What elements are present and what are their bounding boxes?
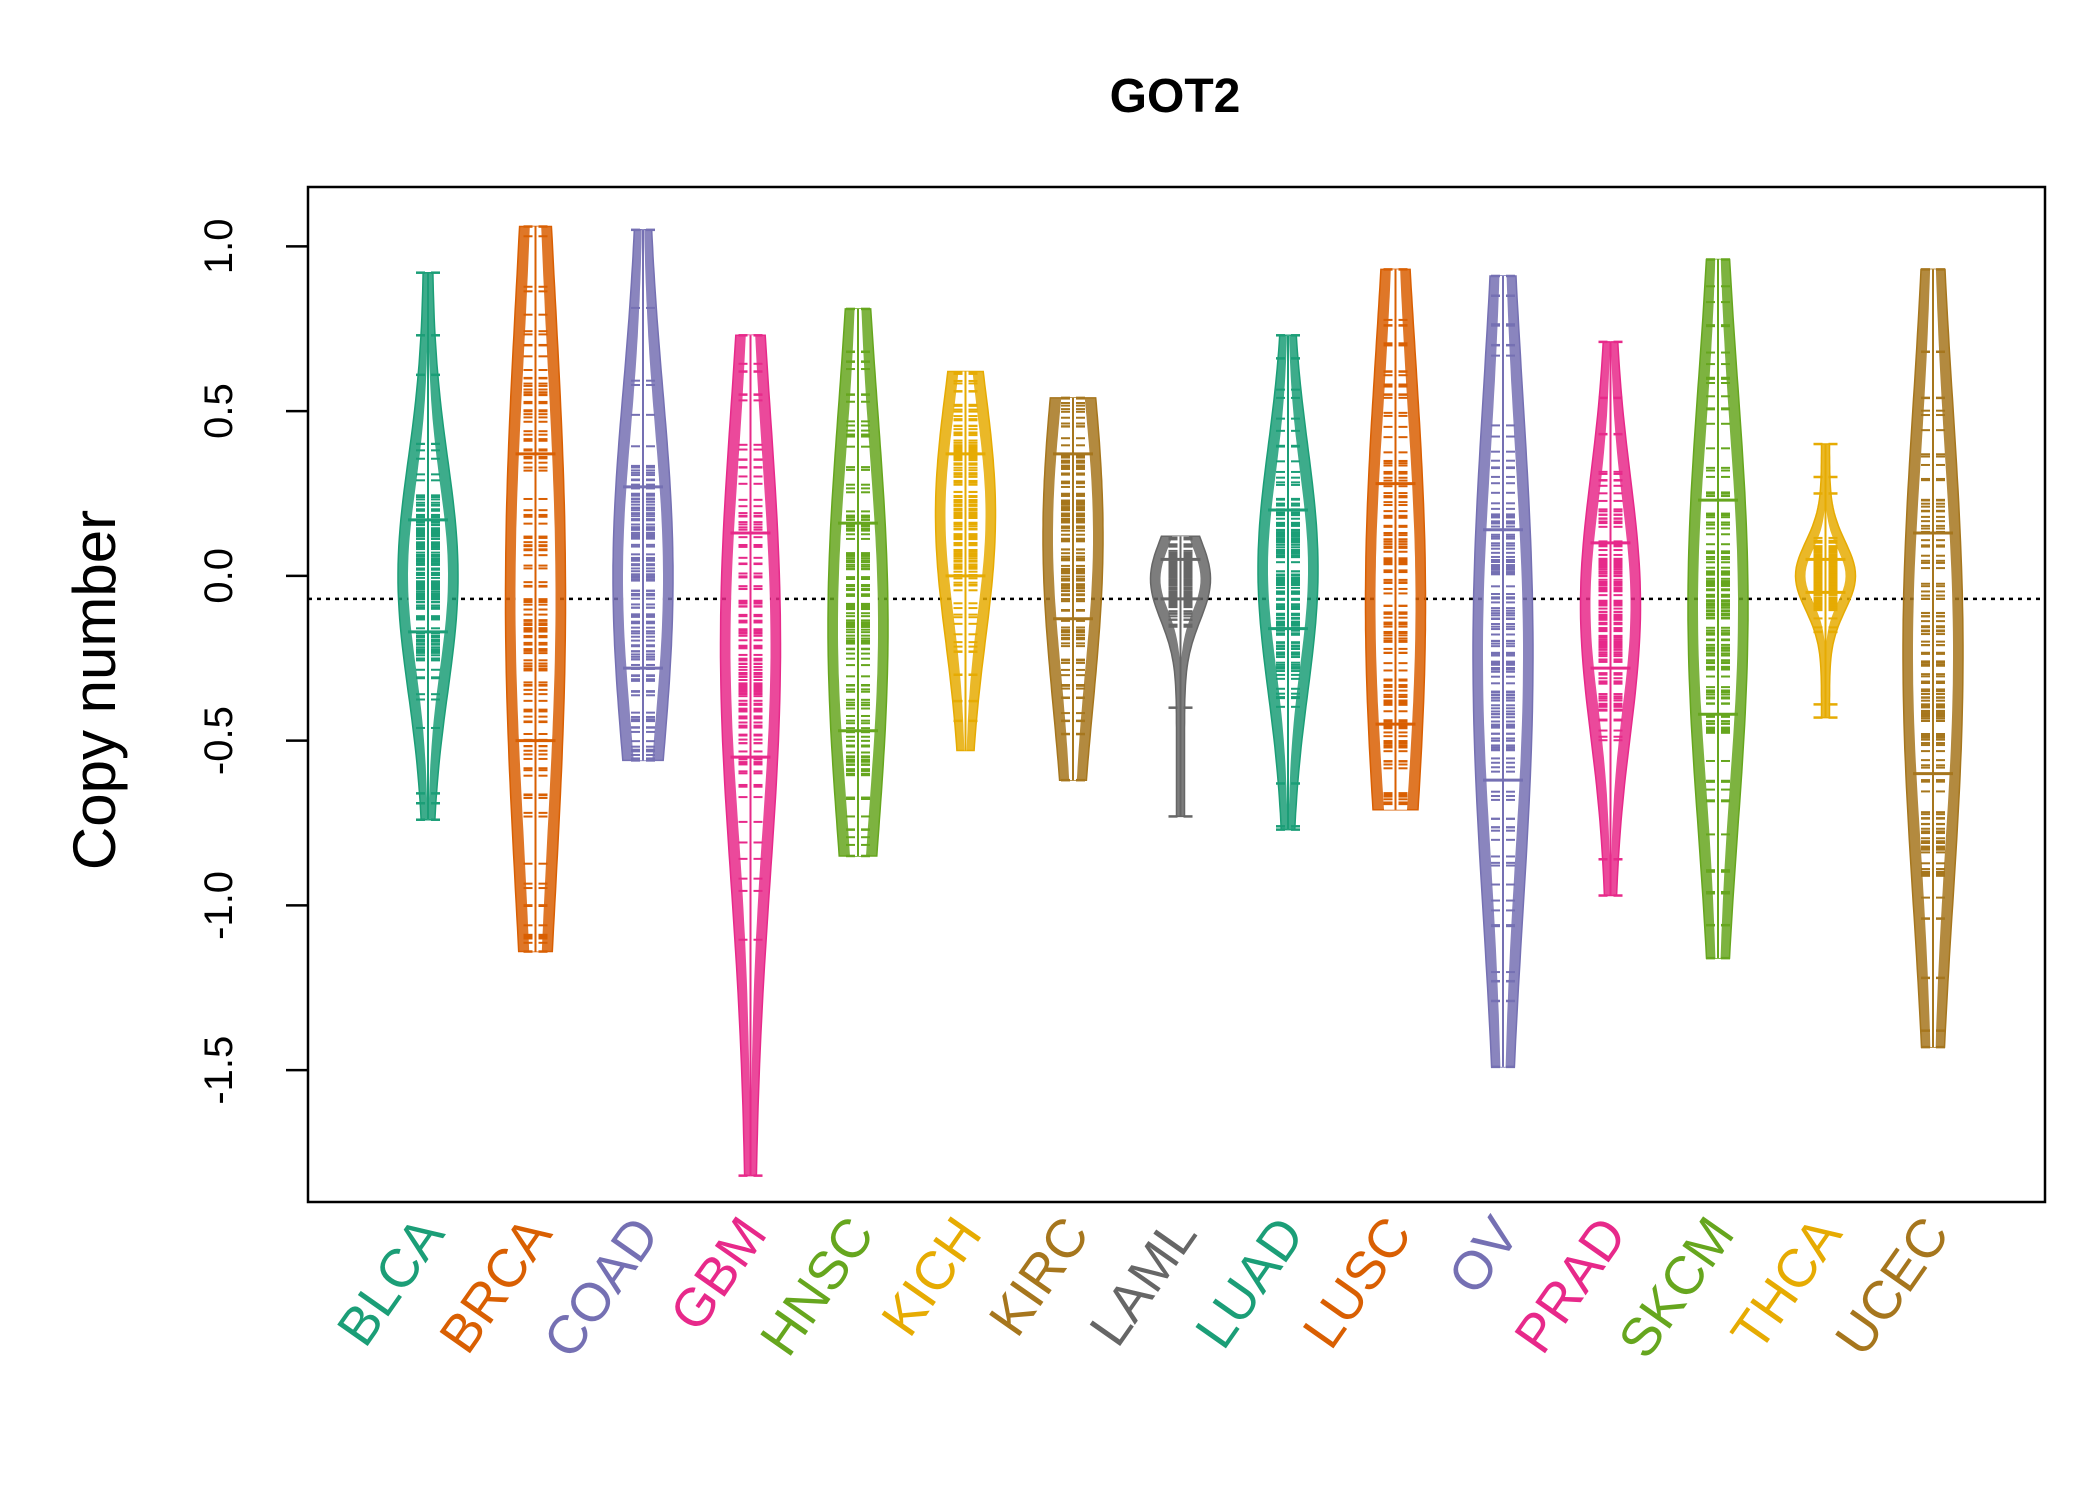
y-tick-label: 1.0 [197, 219, 241, 275]
y-tick-label: -0.5 [197, 706, 241, 775]
x-category-label: KICH [870, 1206, 993, 1346]
y-axis-label: Copy number [61, 510, 128, 870]
x-category-label: LUAD [1184, 1206, 1316, 1358]
plot-area: -1.5-1.0-0.50.00.51.0BLCABRCACOADGBMHNSC… [197, 185, 2047, 1369]
x-category-label: HNSC [749, 1206, 886, 1366]
x-category-label: UCEC [1824, 1206, 1961, 1366]
x-category-label: SKCM [1607, 1206, 1746, 1368]
y-tick-label: 0.0 [197, 548, 241, 604]
x-category-label: LUSC [1292, 1206, 1424, 1358]
x-category-label: LAML [1078, 1206, 1208, 1356]
chart-title: GOT2 [1110, 70, 1241, 123]
y-tick-label: 0.5 [197, 383, 241, 439]
x-category-label: OV [1437, 1206, 1531, 1304]
y-tick-label: -1.0 [197, 871, 241, 940]
x-category-label: COAD [532, 1206, 671, 1368]
y-tick-label: -1.5 [197, 1036, 241, 1105]
plot-frame [306, 185, 2047, 1204]
